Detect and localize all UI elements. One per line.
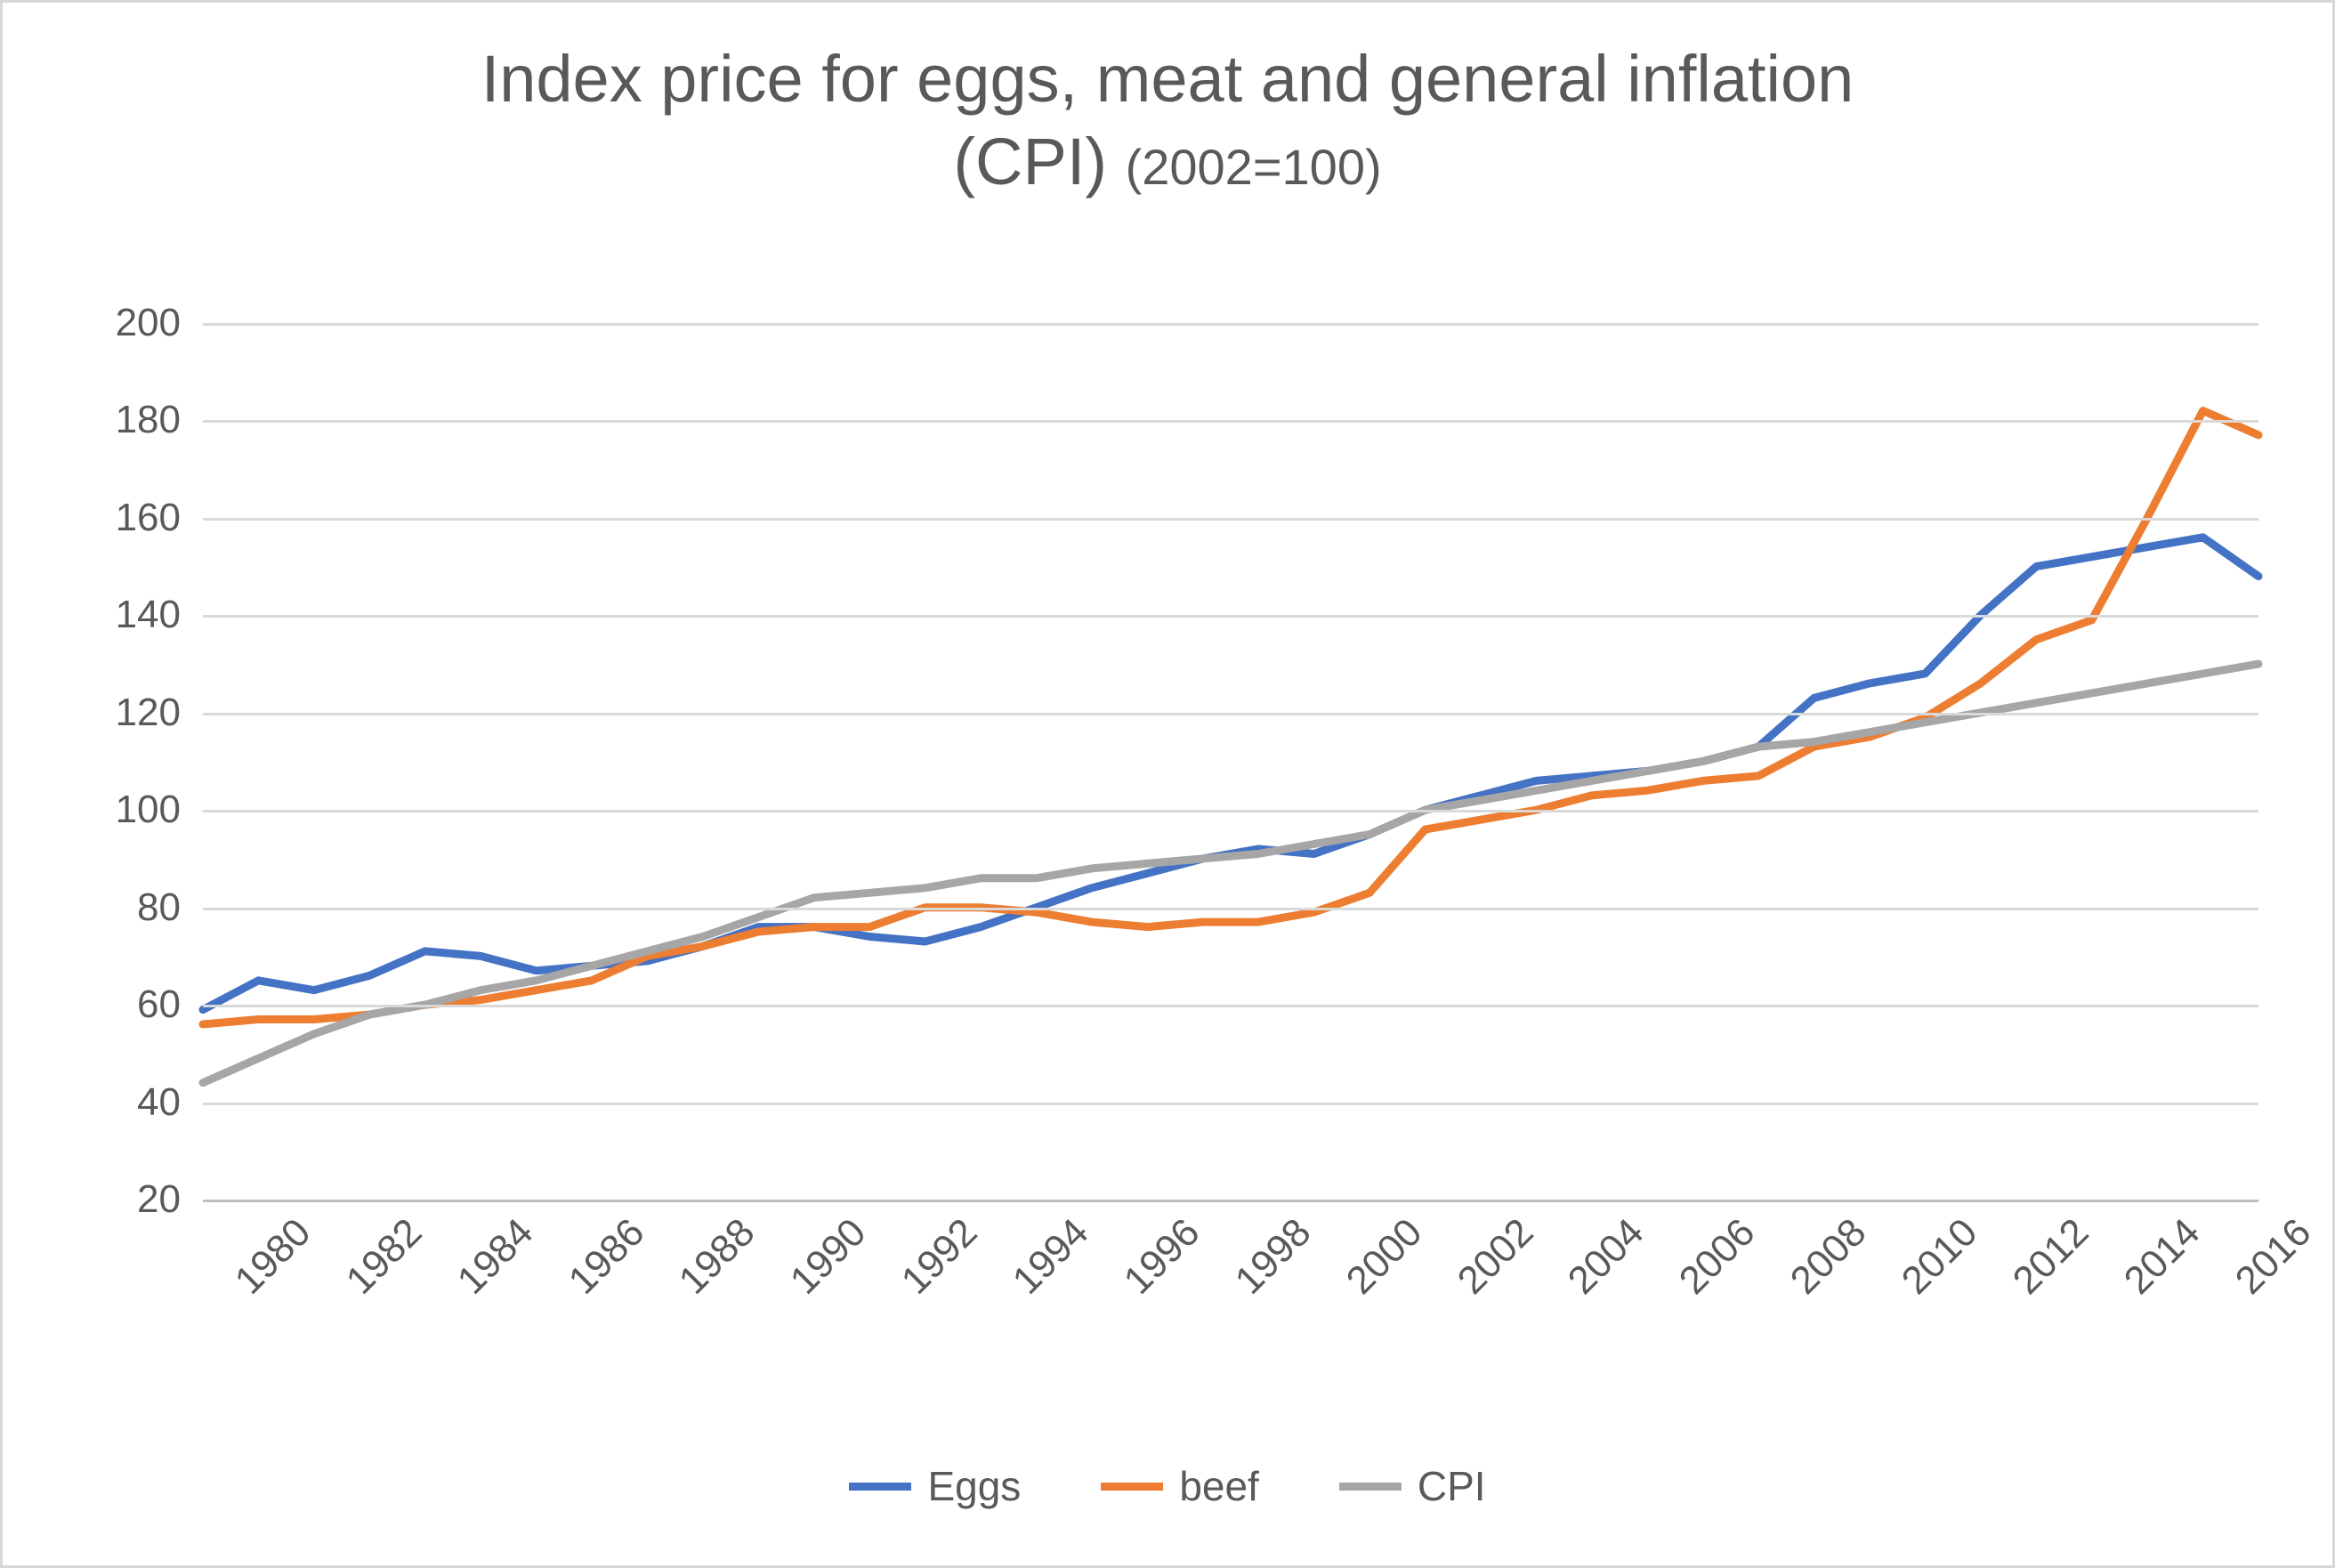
chart-title-main: Index price for eggs, meat and general i… (481, 42, 1854, 116)
x-tick-label: 2016 (2226, 1210, 2320, 1304)
x-tick-label: 1998 (1226, 1210, 1320, 1304)
series-lines-svg (203, 323, 2258, 1200)
gridline (203, 1200, 2258, 1202)
chart-title: Index price for eggs, meat and general i… (3, 38, 2332, 203)
legend-label: beef (1179, 1462, 1259, 1510)
x-tick-label: 1992 (893, 1210, 987, 1304)
x-tick-label: 1994 (1005, 1210, 1098, 1304)
gridline (203, 518, 2258, 521)
y-tick-label: 140 (3, 593, 181, 637)
y-tick-label: 80 (3, 885, 181, 930)
x-tick-label: 2008 (1782, 1210, 1876, 1304)
gridline (203, 615, 2258, 618)
legend-item-eggs: Eggs (849, 1462, 1021, 1510)
legend-label: Eggs (927, 1462, 1021, 1510)
y-tick-label: 200 (3, 301, 181, 345)
legend-item-cpi: CPI (1339, 1462, 1486, 1510)
x-tick-label: 1984 (448, 1210, 542, 1304)
y-tick-label: 100 (3, 788, 181, 832)
x-tick-label: 1982 (338, 1210, 432, 1304)
series-line-eggs (203, 537, 2258, 1010)
y-tick-label: 180 (3, 398, 181, 442)
chart-title-line2-prefix: (CPI) (953, 125, 1125, 198)
gridline (203, 323, 2258, 326)
legend-swatch-beef (1101, 1483, 1163, 1491)
chart-frame: Index price for eggs, meat and general i… (0, 0, 2335, 1568)
plot-area: 2040608010012014016018020019801982198419… (203, 323, 2258, 1200)
gridline (203, 713, 2258, 715)
legend-item-beef: beef (1101, 1462, 1259, 1510)
x-tick-label: 2006 (1671, 1210, 1765, 1304)
y-tick-label: 120 (3, 691, 181, 735)
x-tick-label: 2010 (1894, 1210, 1987, 1304)
x-tick-label: 1980 (227, 1210, 320, 1304)
x-tick-label: 2012 (2004, 1210, 2097, 1304)
x-tick-label: 2000 (1337, 1210, 1431, 1304)
y-tick-label: 20 (3, 1177, 181, 1222)
gridline (203, 1103, 2258, 1105)
x-tick-label: 2014 (2115, 1210, 2209, 1304)
x-tick-label: 1990 (782, 1210, 876, 1304)
y-tick-label: 60 (3, 982, 181, 1027)
gridline (203, 420, 2258, 423)
legend-label: CPI (1418, 1462, 1486, 1510)
series-line-cpi (203, 664, 2258, 1083)
legend: Eggs beef CPI (3, 1462, 2332, 1510)
x-tick-label: 1986 (560, 1210, 653, 1304)
y-tick-label: 160 (3, 496, 181, 540)
chart-title-sub: (2002=100) (1126, 139, 1382, 195)
gridline (203, 908, 2258, 910)
x-tick-label: 2002 (1449, 1210, 1542, 1304)
y-tick-label: 40 (3, 1080, 181, 1125)
x-tick-label: 1996 (1116, 1210, 1209, 1304)
legend-swatch-eggs (849, 1483, 911, 1491)
x-tick-label: 2004 (1560, 1210, 1653, 1304)
x-tick-label: 1988 (671, 1210, 764, 1304)
legend-swatch-cpi (1339, 1483, 1402, 1491)
gridline (203, 1005, 2258, 1007)
gridline (203, 810, 2258, 812)
